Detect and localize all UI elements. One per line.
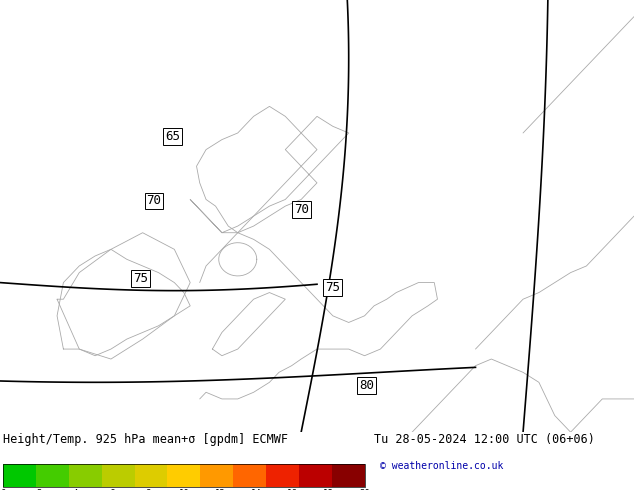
Text: Height/Temp. 925 hPa mean+σ [gpdm] ECMWF: Height/Temp. 925 hPa mean+σ [gpdm] ECMWF — [3, 433, 288, 446]
Bar — [233, 464, 266, 487]
Text: 10: 10 — [179, 489, 189, 490]
Bar — [69, 464, 101, 487]
Text: 75: 75 — [325, 281, 340, 294]
Text: 0: 0 — [1, 489, 6, 490]
Text: 8: 8 — [145, 489, 150, 490]
Text: 70: 70 — [146, 195, 162, 207]
Text: 12: 12 — [215, 489, 225, 490]
Text: 20: 20 — [359, 489, 370, 490]
Bar — [3, 464, 36, 487]
Text: © weatheronline.co.uk: © weatheronline.co.uk — [380, 461, 504, 471]
Text: 70: 70 — [294, 203, 309, 216]
Text: 80: 80 — [359, 379, 374, 392]
Bar — [200, 464, 233, 487]
Text: 2: 2 — [37, 489, 42, 490]
Text: 75: 75 — [133, 272, 148, 285]
Text: 6: 6 — [109, 489, 114, 490]
Bar — [3, 464, 365, 487]
Text: 14: 14 — [251, 489, 261, 490]
Text: 4: 4 — [73, 489, 78, 490]
Bar — [101, 464, 134, 487]
Bar — [167, 464, 200, 487]
Text: 18: 18 — [323, 489, 333, 490]
Bar — [36, 464, 69, 487]
Text: Tu 28-05-2024 12:00 UTC (06+06): Tu 28-05-2024 12:00 UTC (06+06) — [374, 433, 595, 446]
Text: 16: 16 — [287, 489, 297, 490]
Bar — [299, 464, 332, 487]
Text: 65: 65 — [165, 130, 180, 143]
Bar — [332, 464, 365, 487]
Bar — [266, 464, 299, 487]
Bar — [134, 464, 167, 487]
